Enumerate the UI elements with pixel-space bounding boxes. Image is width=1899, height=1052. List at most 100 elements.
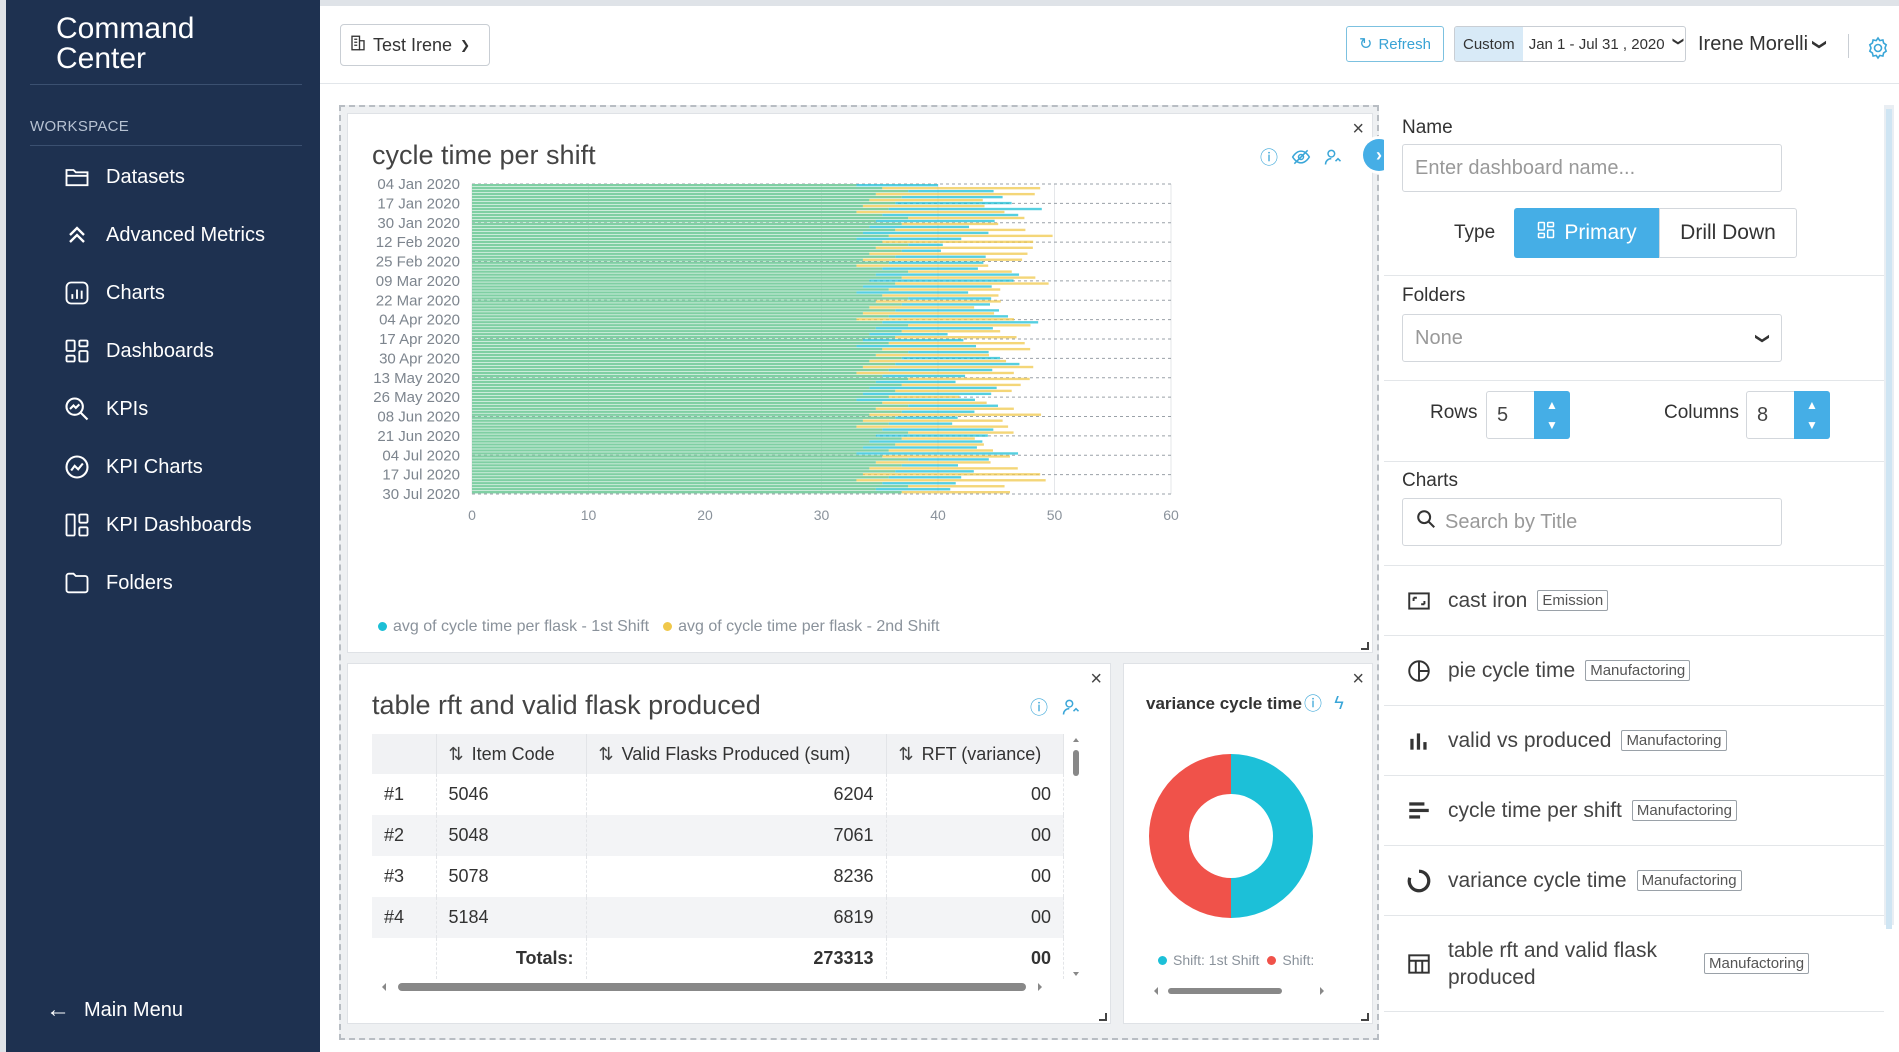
close-icon[interactable]: ×: [1352, 118, 1364, 140]
refresh-button[interactable]: ↻ Refresh: [1346, 26, 1444, 62]
bar-2nd-shift: [856, 371, 1014, 375]
sidebar-item-datasets[interactable]: Datasets: [62, 157, 312, 197]
close-icon[interactable]: ×: [1090, 668, 1102, 690]
resize-handle[interactable]: [1361, 1013, 1369, 1021]
y-tick-label: 13 May 2020: [373, 370, 460, 387]
chart-list-item[interactable]: cycle time per shift Manufactoring: [1384, 776, 1884, 846]
bar-2nd-shift: [895, 336, 1017, 339]
chart-card-cycle-time[interactable]: cycle time per shift ⓘ × 0 10 20 30 40 50 60 04…: [347, 113, 1373, 653]
sidebar-item-kpi-charts[interactable]: KPI Charts: [62, 447, 312, 487]
bar-base: [472, 267, 883, 270]
rows-spinner[interactable]: ▲ ▼: [1534, 391, 1570, 439]
sidebar-item-kpis[interactable]: KPIs: [62, 389, 312, 429]
table-row[interactable]: #1 5046 6204 00: [372, 774, 1064, 815]
sidebar-item-folders[interactable]: Folders: [62, 563, 312, 603]
type-primary-button[interactable]: Primary: [1514, 208, 1659, 258]
close-icon[interactable]: ×: [1352, 668, 1364, 690]
row-index: #4: [372, 897, 437, 938]
bar-1st-shift: [901, 195, 1003, 199]
chevron-down-icon[interactable]: ▼: [1546, 418, 1558, 432]
bar-1st-shift: [888, 368, 993, 372]
info-icon[interactable]: ⓘ: [1304, 694, 1322, 714]
bar-1st-shift: [856, 452, 1019, 455]
chart-search-placeholder: Search by Title: [1445, 510, 1578, 533]
bar-base: [472, 198, 870, 202]
sidebar-item-advanced-metrics[interactable]: Advanced Metrics: [62, 215, 312, 255]
card-actions: ⓘ: [1028, 696, 1082, 718]
search-icon: [1415, 508, 1437, 536]
chevron-down-icon[interactable]: ▼: [1806, 418, 1818, 432]
donut-slice[interactable]: [1149, 754, 1231, 918]
columns-stepper[interactable]: 8 ▲ ▼: [1746, 391, 1830, 439]
legend-item[interactable]: avg of cycle time per flask - 2nd Shift: [663, 618, 940, 636]
eye-off-icon[interactable]: [1290, 146, 1312, 168]
table-header-valid-flasks[interactable]: ⇅ Valid Flasks Produced (sum): [586, 734, 887, 774]
bar-1st-shift: [901, 410, 975, 413]
bar-base: [472, 261, 889, 264]
legend-scrollbar[interactable]: [1154, 986, 1324, 996]
x-tick-label: 10: [581, 507, 597, 523]
user-share-icon[interactable]: [1060, 696, 1082, 718]
bar-2nd-shift: [895, 228, 1026, 232]
donut-card[interactable]: variance cycle time ⓘ ϟ × Shift: 1st Shi…: [1123, 663, 1373, 1024]
chevron-up-icon[interactable]: ▲: [1546, 398, 1558, 412]
table-header-item-code[interactable]: ⇅ Item Code: [436, 734, 587, 774]
legend-item[interactable]: Shift:: [1267, 952, 1314, 968]
donut-slice[interactable]: [1231, 754, 1313, 918]
chart-name: table rft and valid flask produced: [1448, 938, 1657, 989]
chart-list-item[interactable]: pie cycle time Manufactoring: [1384, 636, 1884, 706]
info-icon[interactable]: ⓘ: [1260, 148, 1278, 168]
bar-1st-shift: [895, 201, 1012, 205]
info-icon[interactable]: ⓘ: [1030, 698, 1048, 718]
sidebar-item-kpi-dashboards[interactable]: KPI Dashboards: [62, 505, 312, 545]
gear-icon[interactable]: [1866, 36, 1890, 60]
bar-base: [472, 437, 902, 440]
user-share-icon[interactable]: [1322, 146, 1344, 168]
table-header-rft[interactable]: ⇅ RFT (variance): [886, 734, 1064, 774]
header-label: Item Code: [471, 743, 555, 764]
folders-select[interactable]: None ❯: [1402, 314, 1782, 362]
sidebar-item-dashboards[interactable]: Dashboards: [62, 331, 312, 371]
panel-scrollbar[interactable]: [1884, 105, 1894, 929]
bar-base: [472, 347, 883, 351]
main-menu-link[interactable]: ← Main Menu: [46, 992, 183, 1028]
chart-search-input[interactable]: Search by Title: [1402, 498, 1782, 546]
type-drill-down-button[interactable]: Drill Down: [1659, 208, 1797, 258]
date-mode-badge[interactable]: Custom: [1455, 27, 1523, 61]
y-tick-label: 09 Mar 2020: [376, 273, 460, 290]
chart-list-item[interactable]: variance cycle time Manufactoring: [1384, 846, 1884, 916]
chart-list-item[interactable]: table rft and valid flask produced Manuf…: [1384, 916, 1884, 1012]
table-row[interactable]: #2 5048 7061 00: [372, 815, 1064, 856]
table-row[interactable]: #4 5184 6819 00: [372, 897, 1064, 938]
bar-base: [472, 422, 889, 425]
resize-handle[interactable]: [1099, 1013, 1107, 1021]
sidebar-item-charts[interactable]: Charts: [62, 273, 312, 313]
resize-handle[interactable]: [1361, 642, 1369, 650]
bar-1st-shift: [901, 303, 990, 306]
horizontal-scrollbar[interactable]: [382, 982, 1042, 992]
chart-list-item[interactable]: cast iron Emission: [1384, 566, 1884, 636]
scroll-thumb[interactable]: [1886, 109, 1892, 929]
workspace-select[interactable]: Test Irene ❯: [340, 24, 490, 66]
date-range-picker[interactable]: Custom Jan 1 - Jul 31 , 2020 ❯: [1454, 26, 1686, 62]
lightning-icon[interactable]: ϟ: [1334, 692, 1344, 713]
legend-item[interactable]: Shift: 1st Shift: [1158, 952, 1259, 968]
sidebar-item-label: Charts: [106, 281, 165, 304]
user-menu[interactable]: Irene Morelli ❯: [1698, 26, 1829, 62]
table-card[interactable]: table rft and valid flask produced ⓘ × ⇅…: [347, 663, 1111, 1024]
legend-item[interactable]: avg of cycle time per flask - 1st Shift: [378, 618, 649, 636]
chevron-down-icon: ❯: [1812, 38, 1829, 50]
bar-base: [472, 389, 896, 393]
vertical-scrollbar[interactable]: [1072, 738, 1080, 978]
table-row[interactable]: #3 5078 8236 00: [372, 856, 1064, 897]
dashboard-name-input[interactable]: Enter dashboard name...: [1402, 144, 1782, 192]
rows-stepper[interactable]: 5 ▲ ▼: [1486, 391, 1570, 439]
chart-tag: Emission: [1537, 590, 1609, 611]
bar-base: [472, 318, 857, 321]
columns-spinner[interactable]: ▲ ▼: [1794, 391, 1830, 439]
sort-icon: ⇅: [898, 743, 914, 764]
chart-list-item[interactable]: valid vs produced Manufactoring: [1384, 706, 1884, 776]
chevron-up-icon[interactable]: ▲: [1806, 398, 1818, 412]
bar-base: [472, 428, 883, 431]
chevron-down-icon: ❯: [1755, 332, 1772, 344]
